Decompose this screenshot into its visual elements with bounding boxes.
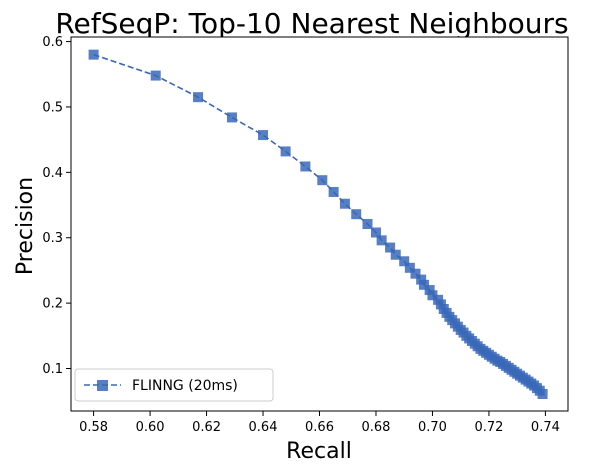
data-point	[370, 227, 381, 238]
data-point	[404, 262, 415, 273]
x-tick-label: 0.68	[362, 420, 391, 435]
data-point	[416, 274, 427, 285]
data-point	[317, 175, 328, 186]
y-tick-label: 0.1	[42, 362, 63, 377]
y-tick-label: 0.3	[42, 231, 63, 246]
data-point	[351, 209, 362, 220]
data-point	[410, 268, 421, 279]
data-point	[424, 285, 435, 296]
x-tick-label: 0.64	[249, 420, 278, 435]
data-point	[150, 70, 161, 81]
y-tick-label: 0.6	[42, 35, 63, 50]
data-point	[88, 49, 99, 60]
data-point	[418, 279, 429, 290]
x-tick-label: 0.60	[136, 420, 165, 435]
x-tick-label: 0.72	[474, 420, 503, 435]
data-point	[362, 219, 373, 229]
y-tick-label: 0.2	[42, 297, 63, 312]
legend-marker	[97, 380, 108, 391]
data-point	[427, 290, 438, 301]
x-axis-label: Recall	[286, 439, 352, 464]
data-point	[193, 92, 204, 103]
chart-title: RefSeqP: Top-10 Nearest Neighbours	[55, 7, 568, 40]
data-point	[376, 235, 387, 246]
y-tick-label: 0.5	[42, 100, 63, 115]
x-tick-label: 0.74	[531, 420, 560, 435]
x-tick-label: 0.70	[418, 420, 447, 435]
series-layer	[88, 49, 548, 399]
legend: FLINNG (20ms)	[74, 368, 274, 402]
data-point	[328, 186, 339, 197]
x-tick-label: 0.66	[305, 420, 334, 435]
data-point	[280, 146, 291, 157]
data-point	[390, 249, 401, 260]
x-tick-label: 0.62	[192, 420, 221, 435]
data-point	[300, 161, 311, 172]
data-point	[339, 198, 350, 209]
legend-label: FLINNG (20ms)	[132, 378, 238, 394]
data-point	[385, 242, 396, 253]
y-tick-label: 0.4	[42, 166, 63, 181]
data-point	[399, 256, 410, 267]
y-axis-ticks: 0.1 0.2 0.3 0.4 0.5 0.6	[42, 35, 71, 377]
x-axis-ticks: 0.58 0.60 0.62 0.64 0.66 0.68 0.70 0.72 0.74	[79, 411, 560, 435]
x-tick-label: 0.58	[79, 420, 108, 435]
data-point	[537, 389, 548, 399]
legend-box	[74, 368, 274, 402]
y-axis-label: Precision	[13, 177, 38, 275]
data-point	[226, 112, 237, 123]
data-point	[258, 130, 269, 141]
